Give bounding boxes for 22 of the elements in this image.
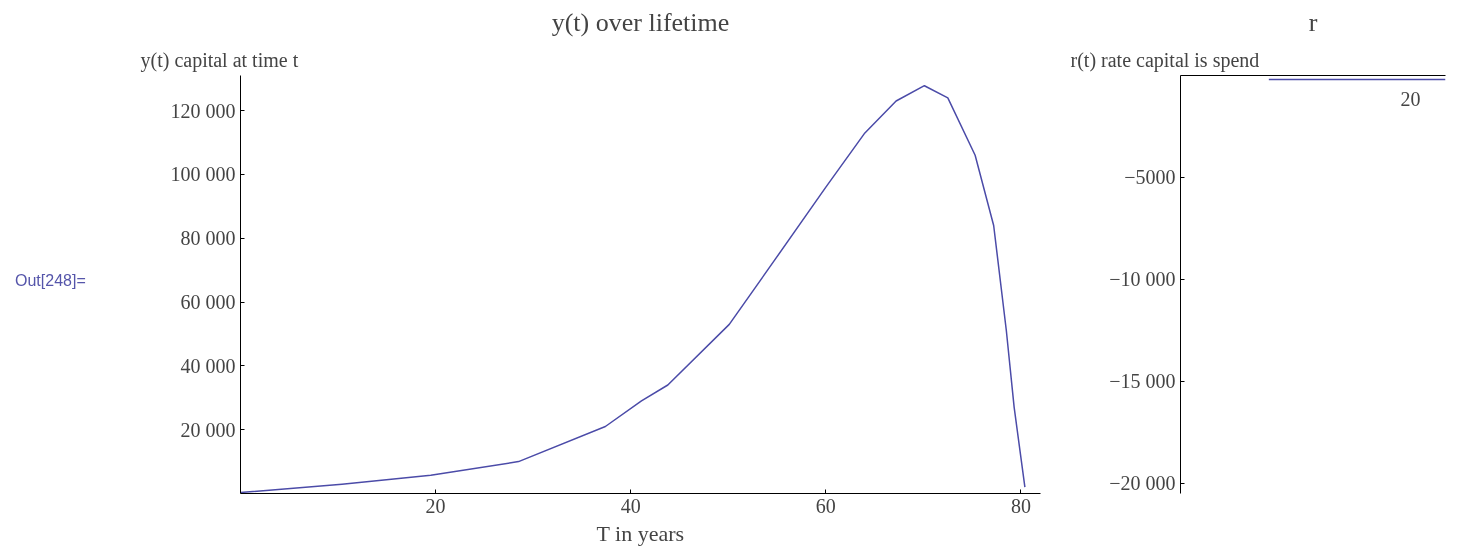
line-series <box>240 84 1026 494</box>
y-tick-label: 40 000 <box>180 354 236 377</box>
x-tick-label: 80 <box>1010 494 1031 517</box>
y-tick-label: −20 000 <box>1109 472 1176 495</box>
y-tick-label: −5000 <box>1124 166 1176 189</box>
y-tick-label: 60 000 <box>180 291 236 314</box>
y-tick-label: −15 000 <box>1109 370 1176 393</box>
annotation: 20 <box>1400 87 1421 110</box>
y-tick-label: 20 000 <box>180 418 236 441</box>
x-tick-label: 60 <box>815 494 836 517</box>
y-tick-label: 100 000 <box>170 163 236 186</box>
x-tick-label: 20 <box>425 494 446 517</box>
text: Out[248]= <box>15 271 86 291</box>
chart-title: y(t) over lifetime <box>551 7 730 37</box>
chart-title: r <box>1308 7 1318 37</box>
y-axis-title: r(t) rate capital is spend <box>1070 48 1260 72</box>
x-axis-title: T in years <box>596 520 685 546</box>
y-axis-title: y(t) capital at time t <box>140 48 299 72</box>
x-tick-label: 40 <box>620 494 641 517</box>
y-tick-label: −10 000 <box>1109 268 1176 291</box>
y-tick-label: 120 000 <box>170 99 236 122</box>
y-tick-label: 80 000 <box>180 227 236 250</box>
